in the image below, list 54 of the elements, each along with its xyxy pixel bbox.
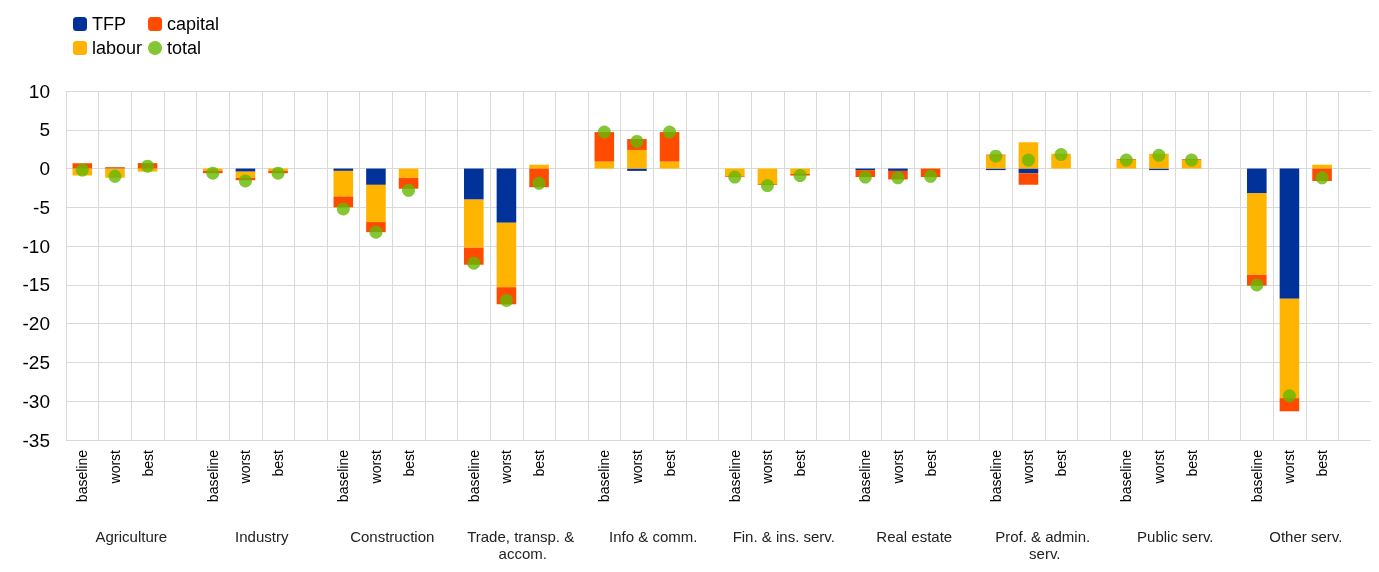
y-tick-label: -30 [22, 390, 50, 412]
x-tick-label: worst [759, 449, 776, 485]
x-tick-label: baseline [596, 449, 613, 503]
legend-label: TFP [92, 14, 126, 34]
x-tick-label: best [270, 449, 287, 477]
x-tick-label: worst [106, 449, 123, 485]
x-tick-label: best [792, 449, 809, 477]
x-tick-label: best [531, 449, 548, 477]
x-tick-label: worst [367, 449, 384, 485]
text: Info & comm. [609, 528, 698, 545]
x-tick-label: worst [237, 449, 254, 485]
x-tick-label: best [922, 449, 939, 477]
y-tick-label: -10 [22, 235, 50, 257]
x-tick-label: best [139, 449, 156, 477]
y-tick-label: 0 [39, 158, 50, 180]
x-tick-label: best [1314, 449, 1331, 477]
x-tick-label: baseline [987, 449, 1004, 503]
y-tick-label: -15 [22, 274, 50, 296]
x-tick-label: worst [628, 449, 645, 485]
text: Prof. & admin. serv. [995, 528, 1095, 562]
x-tick-label: worst [498, 449, 515, 485]
x-tick-label: best [661, 449, 678, 477]
y-tick-label: -25 [22, 351, 50, 373]
text: Trade, transp. & accom. [467, 528, 579, 562]
x-tick-label: worst [1020, 449, 1037, 485]
legend-label: labour [92, 38, 143, 58]
legend-label: total [167, 38, 202, 58]
x-tick-label: best [1053, 449, 1070, 477]
text: Industry [235, 528, 289, 545]
x-tick-label: best [400, 449, 417, 477]
x-tick-label: baseline [335, 449, 352, 503]
text: Fin. & ins. serv. [732, 528, 835, 545]
x-tick-label: baseline [1118, 449, 1135, 503]
text: Other serv. [1269, 528, 1343, 545]
x-tick-label: worst [1150, 449, 1167, 485]
text: Public serv. [1137, 528, 1214, 545]
y-tick-label: -35 [22, 429, 50, 451]
x-tick-label: baseline [857, 449, 874, 503]
y-tick-label: -5 [33, 196, 50, 218]
x-tick-label: baseline [74, 449, 91, 503]
x-tick-label: best [1183, 449, 1200, 477]
y-tick-label: -20 [22, 313, 50, 335]
x-tick-label: baseline [465, 449, 482, 503]
x-tick-label: baseline [204, 449, 221, 503]
y-tick-label: 5 [39, 119, 50, 141]
y-tick-label: 10 [28, 80, 50, 102]
text: Construction [350, 528, 435, 545]
x-tick-label: baseline [726, 449, 743, 503]
x-tick-label: worst [1281, 449, 1298, 485]
legend-label: capital [167, 14, 220, 34]
text: Real estate [876, 528, 953, 545]
x-tick-label: baseline [1248, 449, 1265, 503]
text: Agriculture [95, 528, 168, 545]
x-tick-label: worst [889, 449, 906, 485]
